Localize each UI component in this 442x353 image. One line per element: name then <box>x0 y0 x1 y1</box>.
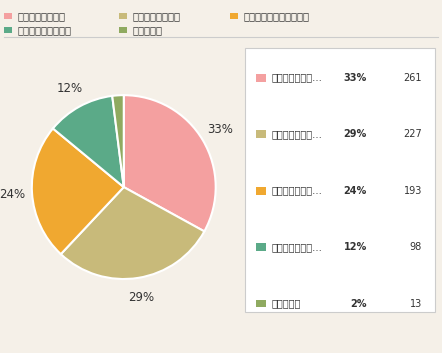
Wedge shape <box>61 187 204 279</box>
Text: 24%: 24% <box>343 186 367 196</box>
Wedge shape <box>53 96 124 187</box>
Text: 少し不十分である: 少し不十分である <box>18 11 66 21</box>
Text: 十分に用意している: 十分に用意している <box>18 25 72 35</box>
Wedge shape <box>124 95 216 231</box>
Text: 227: 227 <box>404 129 422 139</box>
Text: 13: 13 <box>410 299 422 309</box>
Text: 少ししか用意していない: 少ししか用意していない <box>243 11 309 21</box>
Text: 33%: 33% <box>343 73 367 83</box>
Text: 少ししか用意し…: 少ししか用意し… <box>272 186 323 196</box>
Text: わからない: わからない <box>272 299 301 309</box>
Text: あまり十分でない: あまり十分でない <box>133 11 181 21</box>
Text: 98: 98 <box>410 242 422 252</box>
Text: 193: 193 <box>404 186 422 196</box>
Text: 12%: 12% <box>343 242 367 252</box>
Text: あまり十分でな…: あまり十分でな… <box>272 129 323 139</box>
Wedge shape <box>112 95 124 187</box>
Text: 十分に用意して…: 十分に用意して… <box>272 242 323 252</box>
Text: 261: 261 <box>404 73 422 83</box>
Text: 12%: 12% <box>57 82 83 95</box>
Text: 29%: 29% <box>128 291 154 304</box>
Text: 少し不十分であ…: 少し不十分であ… <box>272 73 323 83</box>
Text: 29%: 29% <box>343 129 367 139</box>
Wedge shape <box>32 128 124 254</box>
Text: わからない: わからない <box>133 25 163 35</box>
Text: 33%: 33% <box>207 124 233 137</box>
Text: 24%: 24% <box>0 188 25 201</box>
Text: 2%: 2% <box>351 299 367 309</box>
